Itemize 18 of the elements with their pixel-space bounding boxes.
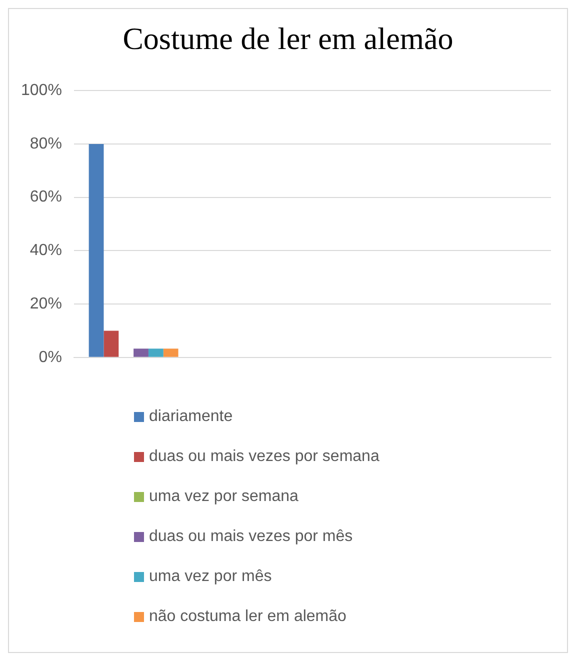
bar xyxy=(163,348,178,357)
y-tick-label: 0% xyxy=(38,348,62,366)
bar xyxy=(134,348,148,357)
y-tick-label: 40% xyxy=(30,242,62,260)
y-tick-label: 20% xyxy=(30,295,62,312)
legend-label: uma vez por semana xyxy=(149,488,298,506)
chart-title: Costume de ler em alemão xyxy=(122,20,454,58)
legend-label: duas ou mais vezes por semana xyxy=(149,448,380,466)
legend-label: diariamente xyxy=(149,408,233,426)
bar xyxy=(88,144,104,357)
y-tick-label: 100% xyxy=(21,82,62,100)
legend-label: uma vez por mês xyxy=(149,568,272,586)
bar xyxy=(104,330,119,357)
y-tick-label: 60% xyxy=(30,188,62,206)
legend-label: duas ou mais vezes por mês xyxy=(149,528,353,546)
bar xyxy=(148,348,164,357)
y-tick-label: 80% xyxy=(30,135,62,152)
legend-label: não costuma ler em alemão xyxy=(149,608,346,626)
